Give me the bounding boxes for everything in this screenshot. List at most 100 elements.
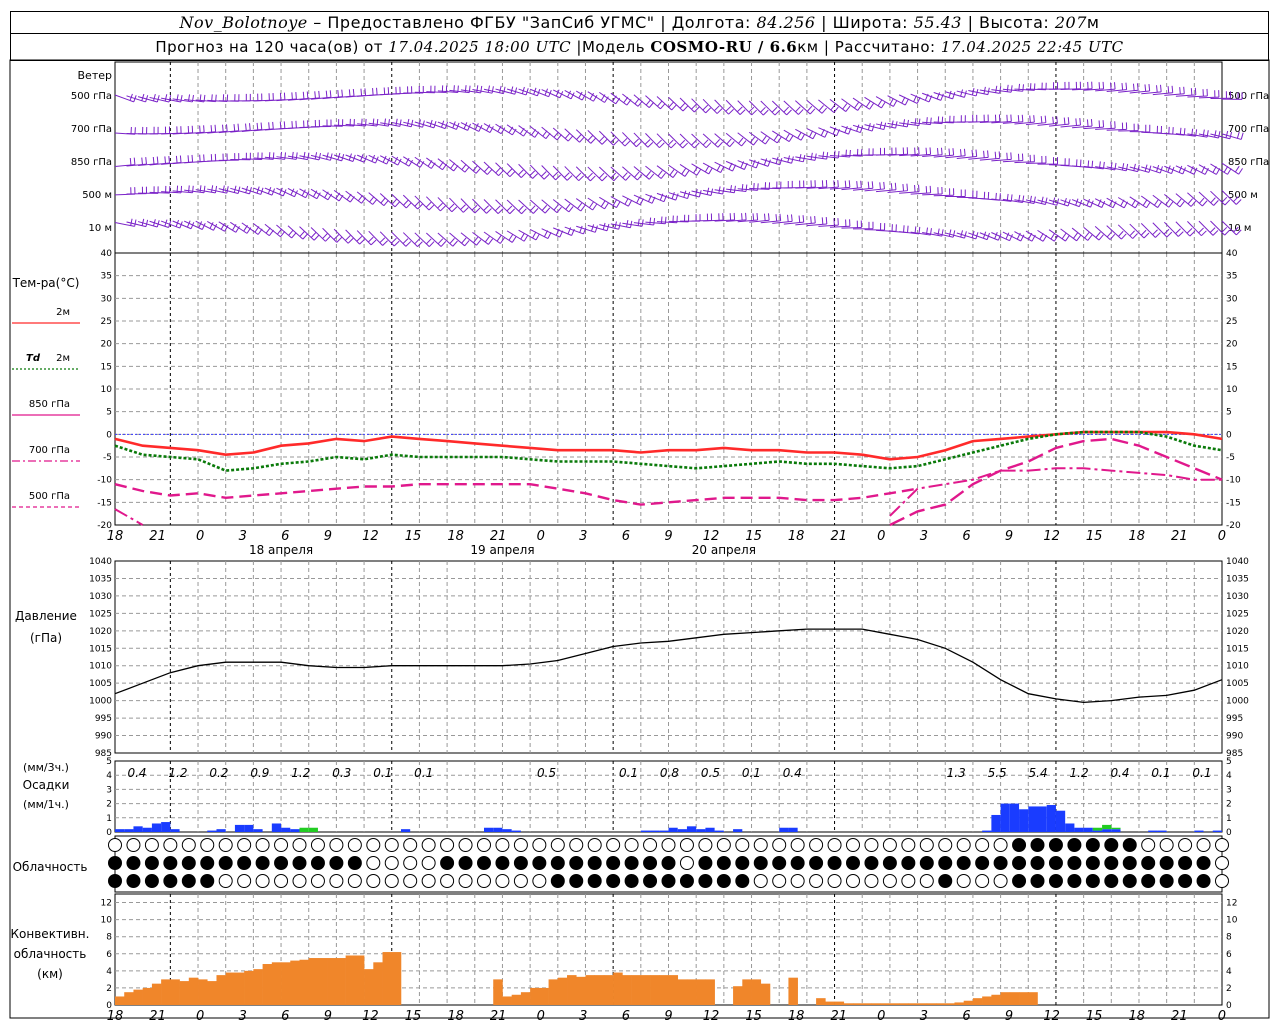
wind-barb [391,121,412,128]
wind-barb-flag [1090,119,1093,127]
prec-tick-right: 0 [1226,828,1232,838]
wind-barb-flag [226,186,229,194]
wind-barb-flag [1112,201,1117,208]
temp-tick-right: 5 [1226,408,1232,418]
hour-label-bottom: 21 [490,1009,507,1024]
wind-barb [460,198,476,214]
wind-barb-flag [303,151,306,160]
wind-barb-flag [499,85,502,93]
conv-title1: Конвективн. [11,927,90,941]
wind-barb-flag [352,88,355,97]
cloud-cover-icon [882,874,897,888]
wind-barb-flag [594,225,598,233]
precip-bar [170,829,180,832]
wind-barb-flag [325,235,331,242]
hour-label: 6 [962,529,970,544]
wind-barb-flag [583,227,587,235]
wind-barb [114,221,135,227]
wind-barb [898,94,918,104]
wind-barb-flag [1152,229,1158,236]
wind-barb-flag [1167,165,1171,173]
wind-barb [1014,161,1035,164]
provider: – Предоставлено ФГБУ "ЗапСиб УГМС" [313,13,655,32]
wind-barb [402,194,419,210]
wind-barb [379,231,395,247]
wind-barb-flag [475,167,482,174]
wind-barb [979,232,999,241]
wind-barb-flag [359,238,365,245]
wind-barb [887,95,906,106]
wind-barb-flag [1095,231,1101,238]
wind-barb-flag [687,191,691,199]
wind-barb [1106,128,1127,131]
wind-barb-flag [426,238,432,245]
wind-barb-flag [725,106,732,112]
wind-barb-flag [1235,199,1242,205]
cloud-cover-icon [1030,856,1045,870]
wind-barb-flag [833,106,839,113]
wind-barb-flag [1137,164,1140,172]
wind-barb [622,93,639,107]
conv-cloud-bar [742,979,752,1005]
wind-barb-flag [657,170,663,177]
wind-barb-flag [610,172,617,179]
cloud-cover-icon [292,856,307,870]
cloud-cover-icon [108,856,122,870]
wind-barb [703,189,723,195]
wind-barb [322,189,340,202]
wind-barb [714,99,729,115]
wind-barb [783,100,799,115]
precip-bar [400,829,411,832]
day-label: 19 апреля [470,543,534,557]
cloud-cover-icon [1178,838,1193,852]
wind-barb [806,128,826,138]
wind-barb-flag [307,152,310,160]
wind-barb [310,96,331,100]
wind-barb-flag [812,132,817,140]
wind-barb-flag [616,201,621,208]
temp-tick: 30 [101,294,113,304]
wind-barb [1060,88,1081,90]
wind-barb [114,164,135,167]
wind-barb [287,225,304,240]
wind-barb-flag [589,92,595,100]
cloud-cover-icon [753,838,768,852]
wind-barb [783,129,802,141]
conv-cloud-bar [1028,992,1038,1005]
cloud-cover-icon [624,874,639,888]
precip-bar [1102,829,1112,832]
conv-tick: 4 [106,967,112,977]
wind-barb [1129,196,1147,209]
conv-cloud-bar [511,994,522,1005]
wind-barb [968,121,989,123]
cloud-cover-icon [901,874,916,888]
wind-barb [207,188,227,194]
prec-tick: 4 [106,771,112,781]
wind-barb-flag [728,108,734,115]
wind-barb-flag [948,229,952,237]
wind-barb-flag [1091,160,1094,168]
cloud-cover-icon [1048,856,1063,870]
temp-tick-right: 0 [1226,430,1232,440]
cloud-cover-icon [606,838,621,852]
conv-cloud-bar [317,958,328,1005]
wind-barb-flag [156,95,160,103]
wind-barb-flag [857,104,863,111]
hour-label-bottom: 15 [405,1009,422,1024]
wind-barb-flag [1121,233,1127,240]
wind-barb-flag [1236,131,1240,139]
wind-barb-flag [133,157,136,165]
wind-barb-flag [1213,200,1219,206]
wind-barb-flag [906,183,909,191]
wind-barb [414,156,432,169]
pres-tick-right: 1035 [1226,574,1249,584]
cloud-cover-icon [735,838,750,852]
wind-barb [299,155,320,161]
wind-barb [876,189,897,193]
cloud-cover-icon [181,838,196,852]
hour-label: 9 [664,529,672,544]
wind-barb [207,130,228,134]
wind-barb-flag [627,199,633,207]
conv-tick-right: 0 [1226,1001,1232,1011]
wind-barb-flag [371,154,376,162]
